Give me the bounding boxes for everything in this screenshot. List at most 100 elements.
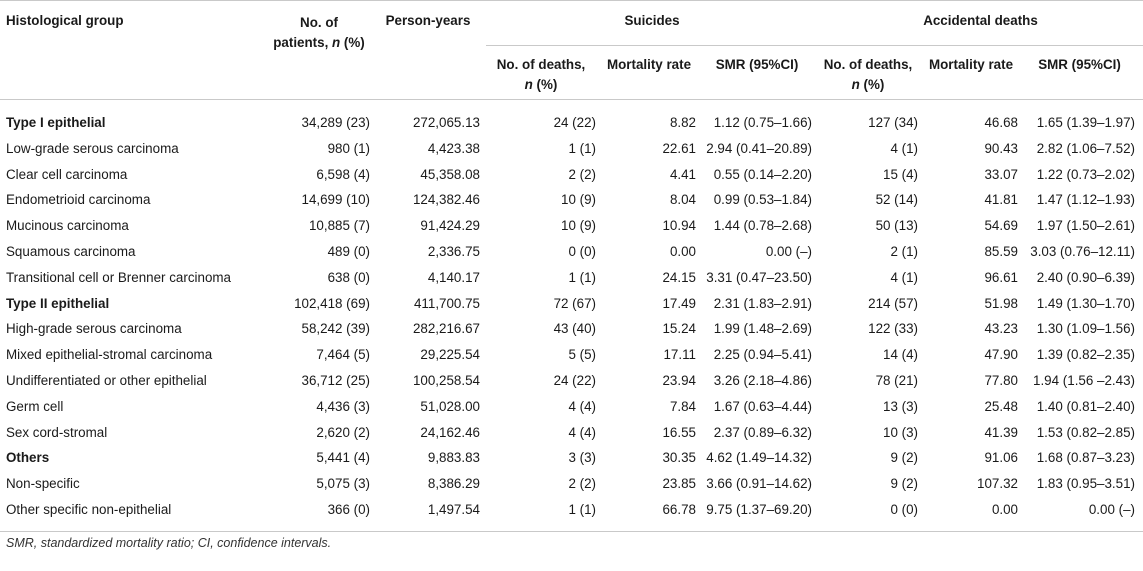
cell-patients: 10,885 (7)	[308, 218, 370, 234]
cell-accident-rate: 47.90	[984, 347, 1018, 363]
cell-accident-smr: 1.40 (0.81–2.40)	[1036, 398, 1135, 414]
cell-accident-rate: 51.98	[984, 295, 1018, 311]
cell-person-years: 45,358.08	[420, 166, 480, 182]
cell-person-years: 24,162.46	[420, 424, 480, 440]
cell-suicide-smr: 9.75 (1.37–69.20)	[706, 501, 812, 517]
cell-suicide-deaths: 2 (2)	[568, 166, 596, 182]
row-group: Low-grade serous carcinoma	[6, 140, 179, 156]
row-group: Mixed epithelial-stromal carcinoma	[6, 347, 213, 363]
cell-accident-smr: 1.65 (1.39–1.97)	[1036, 115, 1135, 130]
header-accident-smr: SMR (95%CI)	[1038, 57, 1121, 72]
cell-patients: 980 (1)	[327, 140, 370, 156]
cell-accident-deaths: 50 (13)	[875, 218, 918, 234]
row-group: Others	[6, 450, 50, 466]
cell-accident-deaths: 15 (4)	[883, 166, 918, 182]
row-group: High-grade serous carcinoma	[6, 321, 182, 337]
cell-patients: 489 (0)	[327, 243, 370, 259]
cell-accident-rate: 90.43	[984, 140, 1018, 156]
cell-accident-rate: 54.69	[984, 218, 1018, 234]
table-footnote: SMR, standardized mortality ratio; CI, c…	[6, 536, 332, 550]
row-group: Undifferentiated or other epithelial	[6, 372, 207, 388]
table-row: Clear cell carcinoma 6,598 (4) 45,358.08 2 …	[0, 162, 1143, 188]
cell-person-years: 100,258.54	[412, 372, 480, 388]
cell-accident-smr: 1.83 (0.95–3.51)	[1036, 476, 1135, 492]
cell-suicide-smr: 1.67 (0.63–4.44)	[713, 398, 812, 414]
cell-patients: 14,699 (10)	[301, 192, 371, 208]
table-row: Non-specific 5,075 (3) 8,386.29 2 (2) 23.85 3…	[0, 471, 1143, 497]
row-group: Mucinous carcinoma	[6, 218, 129, 234]
table-row: Undifferentiated or other epithelial 36,7…	[0, 368, 1143, 394]
cell-suicide-rate: 17.11	[663, 347, 696, 363]
table-row: Mucinous carcinoma 10,885 (7) 91,424.29 10 …	[0, 213, 1143, 239]
cell-suicide-smr: 2.31 (1.83–2.91)	[713, 295, 812, 311]
cell-suicide-rate: 8.82	[669, 115, 696, 130]
header-patients: No. of patients, n (%)	[273, 15, 365, 50]
cell-accident-smr: 1.39 (0.82–2.35)	[1036, 347, 1135, 363]
header-person-years: Person-years	[385, 13, 471, 28]
cell-accident-deaths: 10 (3)	[883, 424, 918, 440]
table-row: Germ cell 4,436 (3) 51,028.00 4 (4) 7.84 1.67…	[0, 394, 1143, 420]
cell-accident-rate: 46.68	[984, 115, 1018, 130]
table-row: Other specific non-epithelial 366 (0) 1,49…	[0, 497, 1143, 531]
row-group: Type I epithelial	[6, 115, 106, 130]
table-row: Mixed epithelial-stromal carcinoma 7,464 …	[0, 342, 1143, 368]
table-row: Transitional cell or Brenner carcinoma 63…	[0, 265, 1143, 291]
header-histological-group: Histological group	[6, 13, 124, 28]
cell-accident-smr: 2.40 (0.90–6.39)	[1036, 269, 1135, 285]
cell-suicide-rate: 4.41	[669, 166, 696, 182]
cell-person-years: 4,423.38	[427, 140, 480, 156]
cell-accident-smr: 2.82 (1.06–7.52)	[1036, 140, 1135, 156]
cell-accident-deaths: 214 (57)	[868, 295, 918, 311]
cell-suicide-smr: 2.94 (0.41–20.89)	[706, 140, 812, 156]
cell-accident-rate: 43.23	[984, 321, 1018, 337]
cell-suicide-deaths: 24 (22)	[553, 115, 596, 130]
cell-suicide-deaths: 1 (1)	[568, 269, 596, 285]
cell-suicide-rate: 30.35	[662, 450, 696, 466]
cell-person-years: 1,497.54	[427, 501, 480, 517]
cell-suicide-smr: 0.00 (–)	[765, 243, 812, 259]
cell-suicide-smr: 3.66 (0.91–14.62)	[706, 476, 812, 492]
cell-accident-smr: 1.47 (1.12–1.93)	[1036, 192, 1135, 208]
cell-accident-deaths: 127 (34)	[868, 115, 918, 130]
cell-accident-deaths: 0 (0)	[890, 501, 918, 517]
cell-suicide-rate: 17.49	[662, 295, 696, 311]
cell-suicide-rate: 23.85	[662, 476, 696, 492]
cell-suicide-deaths: 10 (9)	[561, 218, 596, 234]
cell-accident-smr: 1.97 (1.50–2.61)	[1036, 218, 1135, 234]
cell-suicide-rate: 8.04	[669, 192, 696, 208]
cell-patients: 638 (0)	[327, 269, 370, 285]
cell-person-years: 411,700.75	[413, 295, 480, 311]
cell-suicide-smr: 2.37 (0.89–6.32)	[713, 424, 812, 440]
cell-patients: 102,418 (69)	[294, 295, 370, 311]
cell-person-years: 8,386.29	[427, 476, 480, 492]
cell-suicide-deaths: 3 (3)	[568, 450, 596, 466]
cell-accident-rate: 41.81	[984, 192, 1018, 208]
cell-suicide-smr: 3.31 (0.47–23.50)	[706, 269, 812, 285]
cell-suicide-rate: 15.24	[662, 321, 696, 337]
cell-person-years: 29,225.54	[420, 347, 480, 363]
cell-accident-smr: 1.30 (1.09–1.56)	[1036, 321, 1135, 337]
cell-accident-deaths: 14 (4)	[883, 347, 918, 363]
row-group: Squamous carcinoma	[6, 243, 136, 259]
cell-suicide-rate: 10.94	[662, 218, 696, 234]
row-group: Clear cell carcinoma	[6, 166, 128, 182]
cell-suicide-rate: 24.15	[662, 269, 696, 285]
row-group: Other specific non-epithelial	[6, 501, 172, 517]
cell-suicide-rate: 66.78	[662, 501, 696, 517]
cell-accident-rate: 96.61	[984, 269, 1018, 285]
cell-accident-rate: 25.48	[984, 398, 1018, 414]
cell-accident-rate: 107.32	[977, 476, 1018, 492]
cell-suicide-deaths: 5 (5)	[568, 347, 596, 363]
cell-suicide-rate: 22.61	[662, 140, 696, 156]
row-group: Germ cell	[6, 398, 64, 414]
cell-accident-smr: 1.49 (1.30–1.70)	[1036, 295, 1135, 311]
row-group: Sex cord-stromal	[6, 424, 108, 440]
cell-suicide-deaths: 43 (40)	[553, 321, 596, 337]
cell-accident-deaths: 4 (1)	[890, 140, 918, 156]
cell-suicide-rate: 7.84	[669, 398, 696, 414]
cell-person-years: 9,883.83	[427, 450, 480, 466]
cell-person-years: 282,216.67	[412, 321, 480, 337]
cell-suicide-deaths: 1 (1)	[568, 501, 596, 517]
cell-accident-deaths: 9 (2)	[890, 476, 918, 492]
table-row: Squamous carcinoma 489 (0) 2,336.75 0 (0) 0.…	[0, 239, 1143, 265]
